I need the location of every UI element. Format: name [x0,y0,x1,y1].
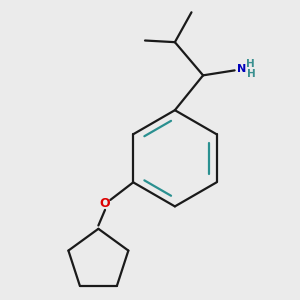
Text: N: N [237,64,247,74]
Text: H: H [247,69,256,79]
Text: O: O [100,197,110,210]
Text: H: H [246,59,254,69]
